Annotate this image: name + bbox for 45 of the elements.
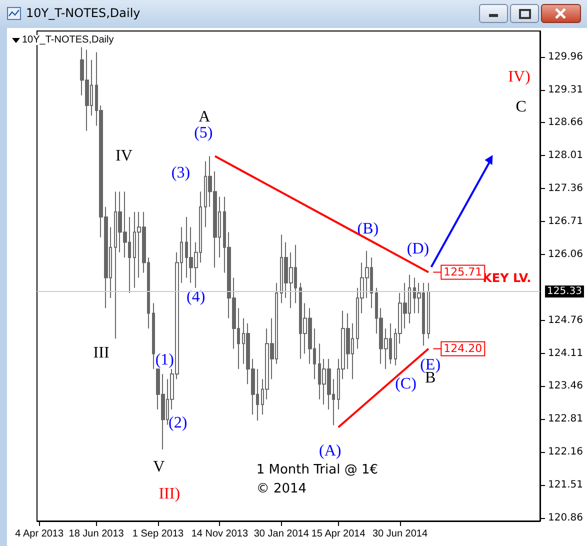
- y-tick-label: 122.81: [548, 414, 583, 425]
- annotation: IV: [116, 148, 133, 164]
- annotation: 124.20: [444, 342, 482, 356]
- x-tick-label: 30 Jan 2014: [254, 528, 310, 540]
- x-tick-label: 18 Jun 2013: [68, 528, 124, 540]
- y-tick-label: 124.76: [548, 314, 583, 326]
- annotation: (C): [395, 376, 416, 392]
- y-tick-label: 127.36: [548, 183, 583, 194]
- y-tick-label: 128.01: [548, 150, 583, 162]
- annotation: III): [158, 486, 180, 502]
- y-tick-label: 128.66: [548, 117, 583, 128]
- x-tick-label: 4 Apr 2013: [15, 528, 64, 540]
- x-tick-label: 30 Jun 2014: [372, 528, 428, 540]
- annotation: (5): [194, 124, 213, 142]
- y-tick-label: 126.71: [548, 216, 583, 228]
- chart-title: 10Y_T-NOTES,Daily: [22, 34, 114, 46]
- ref-line-label: 125.33: [547, 286, 582, 297]
- y-tick-label: 121.51: [548, 480, 583, 491]
- annotation: 1 Month Trial @ 1€: [256, 462, 378, 478]
- annotation: (B): [357, 220, 379, 238]
- annotation: V: [153, 458, 166, 476]
- chart-title: 10Y_T-NOTES,Daily: [26, 6, 140, 20]
- annotation: C: [516, 98, 526, 116]
- x-tick-label: 15 Apr 2014: [311, 528, 366, 540]
- annotation: III: [93, 344, 110, 362]
- x-tick-label: 1 Sep 2013: [132, 528, 184, 540]
- annotation: (1): [155, 352, 174, 368]
- annotation: © 2014: [256, 482, 307, 496]
- annotation: A: [198, 108, 211, 126]
- y-tick-label: 129.96: [548, 51, 583, 62]
- y-tick-label: 126.06: [548, 248, 583, 260]
- y-tick-label: 129.31: [548, 84, 583, 96]
- y-tick-label: 122.16: [548, 446, 583, 458]
- candlestick: [152, 302, 155, 370]
- annotation: 125.71: [444, 266, 482, 279]
- y-tick-label: 120.86: [548, 512, 583, 524]
- annotation: IV): [508, 68, 530, 86]
- y-tick-label: 124.11: [548, 348, 583, 359]
- x-tick-label: 14 Nov 2013: [191, 528, 248, 540]
- annotation: (2): [168, 414, 188, 432]
- candlestick: [427, 282, 430, 340]
- annotation: (D): [406, 240, 430, 258]
- annotation: (3): [171, 164, 190, 182]
- annotation: (A): [318, 442, 342, 460]
- y-tick-label: 123.46: [548, 380, 583, 392]
